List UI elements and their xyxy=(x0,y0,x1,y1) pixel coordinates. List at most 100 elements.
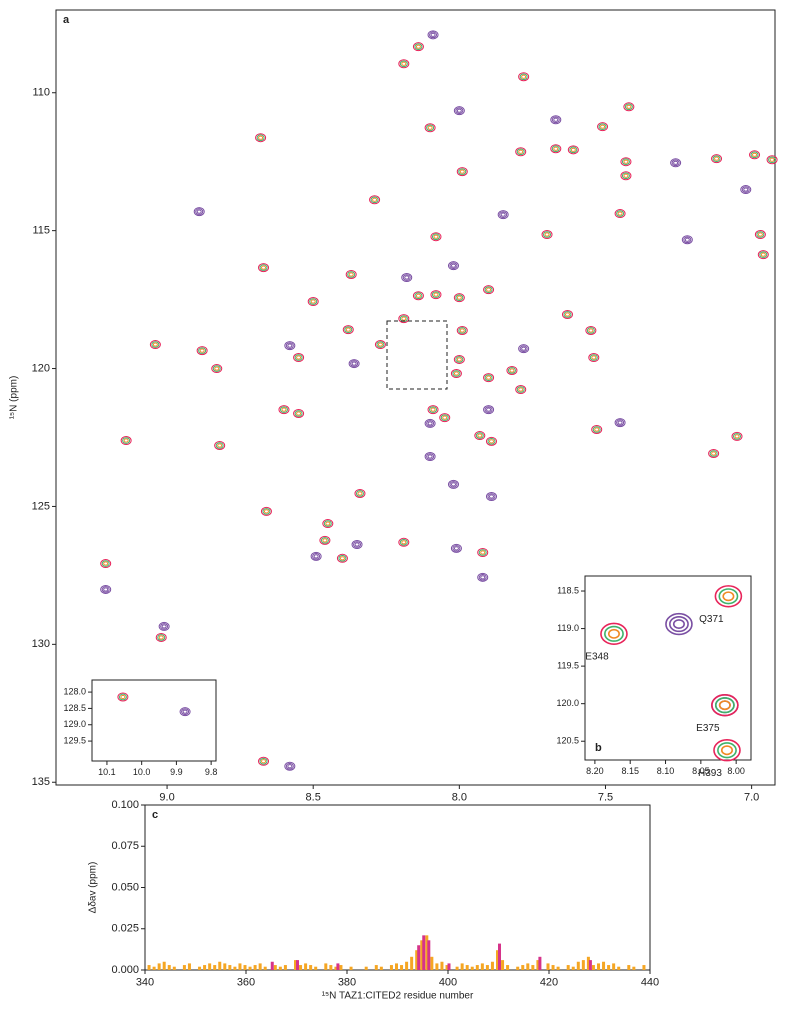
bar xyxy=(273,965,277,970)
contour xyxy=(294,354,303,361)
bar xyxy=(427,940,431,970)
peak xyxy=(278,405,290,415)
bar xyxy=(602,961,606,970)
contour xyxy=(551,116,560,124)
contour xyxy=(399,538,408,546)
peak xyxy=(439,413,451,423)
contour xyxy=(415,293,421,298)
bar xyxy=(309,965,313,970)
contour xyxy=(426,453,435,460)
bar xyxy=(632,966,636,970)
x-tick-label: 360 xyxy=(237,977,255,989)
contour xyxy=(433,292,439,297)
peak xyxy=(456,325,468,335)
bar xyxy=(187,963,191,970)
bar xyxy=(538,956,542,970)
x-tick-label: 8.20 xyxy=(586,766,604,776)
contour xyxy=(427,454,433,459)
peak xyxy=(518,72,530,82)
contour xyxy=(296,411,302,416)
contour xyxy=(323,520,332,527)
contour xyxy=(768,156,777,164)
contour xyxy=(430,407,436,412)
contour xyxy=(339,556,345,561)
contour xyxy=(617,420,623,425)
contour xyxy=(475,432,484,439)
peak xyxy=(293,408,305,418)
contour xyxy=(450,369,462,379)
contour xyxy=(521,74,527,79)
peak xyxy=(369,195,381,205)
bar xyxy=(405,961,409,970)
contour xyxy=(757,232,763,237)
bar xyxy=(299,965,303,970)
contour xyxy=(483,285,495,295)
contour xyxy=(258,756,270,766)
contour xyxy=(398,59,410,69)
y-tick-label: 119.0 xyxy=(557,623,579,633)
bar xyxy=(248,966,252,970)
contour xyxy=(459,169,465,174)
bar xyxy=(460,963,464,970)
bar xyxy=(420,940,424,970)
contour xyxy=(426,124,435,132)
contour xyxy=(488,439,494,444)
contour xyxy=(157,634,166,641)
peak xyxy=(427,30,439,40)
bar xyxy=(147,965,151,970)
peak xyxy=(456,167,468,177)
contour xyxy=(714,697,735,714)
contour xyxy=(614,418,626,428)
contour xyxy=(215,442,224,449)
contour xyxy=(500,212,506,217)
bar xyxy=(329,965,333,970)
contour xyxy=(414,292,423,300)
contour xyxy=(720,745,733,756)
contour xyxy=(285,342,294,349)
contour xyxy=(452,370,461,377)
contour xyxy=(586,327,595,334)
contour xyxy=(591,424,603,434)
bar xyxy=(213,965,217,970)
contour xyxy=(766,155,778,165)
contour xyxy=(515,385,527,395)
peak xyxy=(550,115,562,125)
contour xyxy=(123,438,129,443)
bar xyxy=(228,965,232,970)
contour xyxy=(620,157,632,167)
peak xyxy=(307,297,319,307)
x-tick-label: 340 xyxy=(136,977,154,989)
contour xyxy=(351,361,357,366)
panel-label: b xyxy=(595,742,602,754)
bar xyxy=(490,961,494,970)
contour xyxy=(120,694,126,700)
contour xyxy=(430,290,442,300)
contour xyxy=(354,488,366,498)
contour xyxy=(516,386,525,393)
contour xyxy=(296,355,302,360)
bar xyxy=(470,966,474,970)
contour xyxy=(550,115,562,125)
peak xyxy=(453,293,465,303)
contour xyxy=(594,427,600,432)
peak xyxy=(398,537,410,547)
contour xyxy=(453,293,465,303)
contour xyxy=(199,348,205,353)
peak xyxy=(284,761,296,771)
contour xyxy=(258,135,264,140)
contour xyxy=(483,373,495,383)
contour xyxy=(683,236,692,244)
contour xyxy=(456,357,462,362)
peak xyxy=(485,492,497,502)
contour xyxy=(607,628,620,639)
bar xyxy=(304,963,308,970)
peak xyxy=(620,157,632,167)
contour xyxy=(672,619,685,630)
contour xyxy=(259,757,268,765)
x-tick-label: 7.0 xyxy=(744,792,759,804)
contour xyxy=(760,252,766,257)
peak xyxy=(665,612,693,636)
contour xyxy=(101,586,110,593)
contour xyxy=(588,328,594,333)
contour xyxy=(320,537,329,544)
